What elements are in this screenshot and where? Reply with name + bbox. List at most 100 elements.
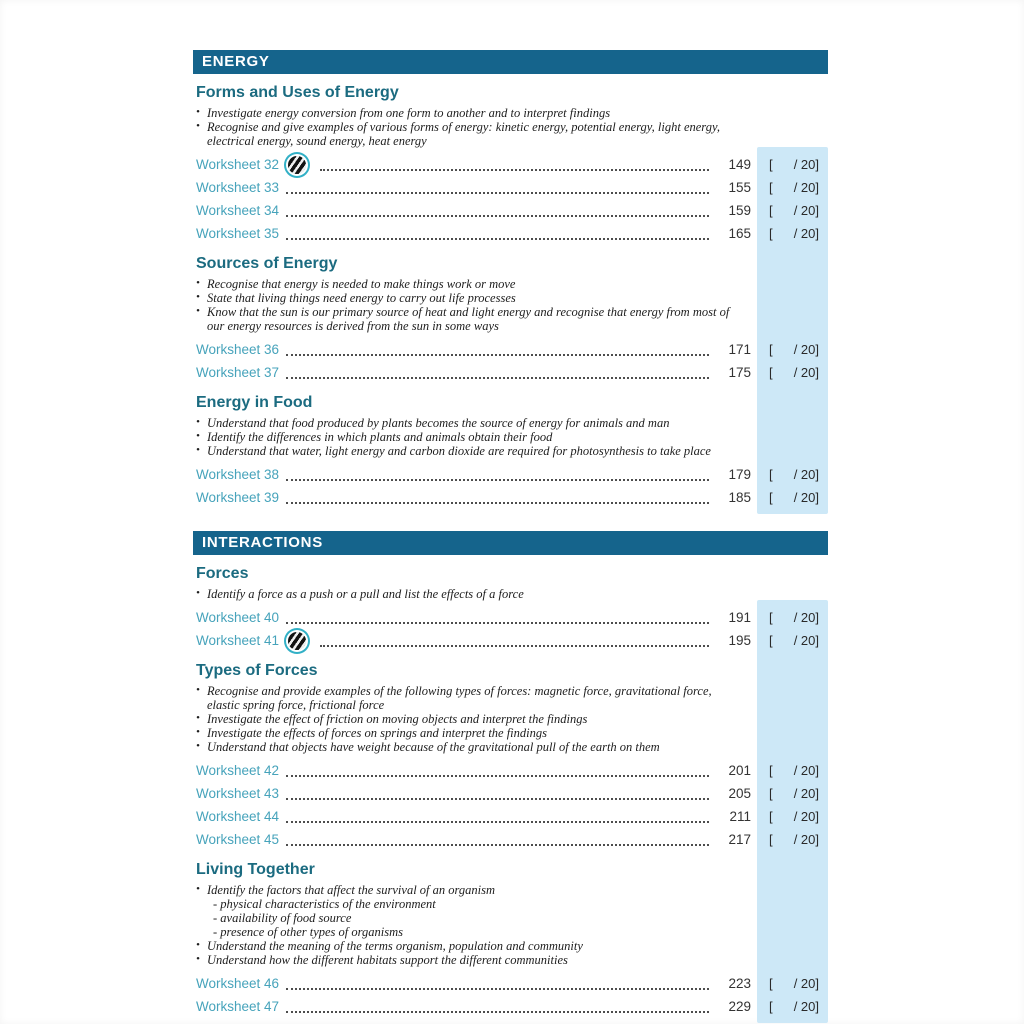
worksheet-badge-icon [288, 631, 307, 650]
score-box: [ / 20] [757, 976, 828, 991]
score-denominator: / 20] [793, 999, 819, 1014]
dotted-leader [320, 168, 709, 171]
worksheet-link[interactable]: Worksheet 44 [196, 809, 280, 824]
page-number: 211 [729, 809, 751, 824]
worksheet-link[interactable]: Worksheet 42 [196, 763, 280, 778]
subsection-energy-in-food: Energy in Food Understand that food prod… [196, 394, 828, 509]
score-column-background [757, 600, 828, 1023]
toc-entry[interactable]: Worksheet 34 159 [ / 20] [196, 199, 828, 222]
score-open-bracket: [ [769, 786, 773, 801]
toc-entry[interactable]: Worksheet 42 201 [ / 20] [196, 759, 828, 782]
worksheet-link[interactable]: Worksheet 38 [196, 467, 280, 482]
score-open-bracket: [ [769, 467, 773, 482]
worksheet-list: Worksheet 40 191 [ / 20] Worksheet 41 [196, 606, 828, 652]
score-denominator: / 20] [793, 180, 819, 195]
worksheet-link[interactable]: Worksheet 34 [196, 203, 280, 218]
score-box: [ / 20] [757, 203, 828, 218]
score-box: [ / 20] [757, 467, 828, 482]
subsection-living-together: Living Together Identify the factors tha… [196, 861, 828, 1018]
objective-list: Identify a force as a push or a pull and… [196, 586, 744, 601]
worksheet-link[interactable]: Worksheet 43 [196, 786, 280, 801]
score-denominator: / 20] [793, 342, 819, 357]
worksheet-list: Worksheet 32 149 [ / 20] Worksheet 33 [196, 153, 828, 245]
score-open-bracket: [ [769, 157, 773, 172]
subsection-forces: Forces Identify a force as a push or a p… [196, 565, 828, 652]
toc-entry[interactable]: Worksheet 33 155 [ / 20] [196, 176, 828, 199]
worksheet-list: Worksheet 36 171 [ / 20] Worksheet 37 17 [196, 338, 828, 384]
score-denominator: / 20] [793, 610, 819, 625]
section-interactions: INTERACTIONS Forces Identify a force as … [193, 531, 828, 1023]
score-open-bracket: [ [769, 633, 773, 648]
score-denominator: / 20] [793, 633, 819, 648]
toc-entry[interactable]: Worksheet 44 211 [ / 20] [196, 805, 828, 828]
worksheet-link[interactable]: Worksheet 47 [196, 999, 280, 1014]
score-open-bracket: [ [769, 365, 773, 380]
toc-entry[interactable]: Worksheet 32 149 [ / 20] [196, 153, 828, 176]
page-number: 201 [728, 763, 751, 778]
worksheet-link[interactable]: Worksheet 40 [196, 610, 280, 625]
toc-entry[interactable]: Worksheet 40 191 [ / 20] [196, 606, 828, 629]
dotted-leader [286, 376, 709, 379]
page-number: 223 [728, 976, 751, 991]
table-of-contents: ENERGY Forms and Uses of Energy Investig… [193, 50, 828, 1024]
toc-entry[interactable]: Worksheet 35 165 [ / 20] [196, 222, 828, 245]
dotted-leader [286, 353, 709, 356]
score-box: [ / 20] [757, 763, 828, 778]
toc-entry[interactable]: Worksheet 39 185 [ / 20] [196, 486, 828, 509]
dotted-leader [286, 987, 709, 990]
section-title: ENERGY [202, 53, 270, 70]
dotted-leader [286, 478, 709, 481]
objective-list: Recognise and provide examples of the fo… [196, 683, 744, 754]
worksheet-list: Worksheet 46 223 [ / 20] Worksheet 47 22 [196, 972, 828, 1018]
dotted-leader [320, 644, 709, 647]
toc-entry[interactable]: Worksheet 37 175 [ / 20] [196, 361, 828, 384]
objective-item: Know that the sun is our primary source … [196, 304, 744, 333]
objective-sub-item: - presence of other types of organisms [213, 925, 404, 939]
section-body: Forces Identify a force as a push or a p… [193, 565, 828, 1023]
subsection-heading: Types of Forces [196, 662, 318, 679]
subsection-heading: Living Together [196, 861, 315, 878]
worksheet-link[interactable]: Worksheet 35 [196, 226, 280, 241]
worksheet-link[interactable]: Worksheet 32 [196, 157, 280, 172]
toc-entry[interactable]: Worksheet 41 195 [ / 20] [196, 629, 828, 652]
score-box: [ / 20] [757, 157, 828, 172]
objective-item: Understand that objects have weight beca… [196, 739, 744, 754]
worksheet-link[interactable]: Worksheet 41 [196, 633, 280, 648]
score-denominator: / 20] [793, 467, 819, 482]
objective-list: Understand that food produced by plants … [196, 415, 744, 458]
worksheet-list: Worksheet 42 201 [ / 20] Worksheet 43 20 [196, 759, 828, 851]
score-open-bracket: [ [769, 832, 773, 847]
subsection-heading: Sources of Energy [196, 255, 338, 272]
toc-entry[interactable]: Worksheet 38 179 [ / 20] [196, 463, 828, 486]
page-number: 191 [728, 610, 751, 625]
section-body: Forms and Uses of Energy Investigate ene… [193, 84, 828, 514]
score-box: [ / 20] [757, 999, 828, 1014]
worksheet-link[interactable]: Worksheet 46 [196, 976, 280, 991]
worksheet-link[interactable]: Worksheet 36 [196, 342, 280, 357]
objective-list: Investigate energy conversion from one f… [196, 105, 744, 148]
objective-item: Identify a force as a push or a pull and… [196, 586, 744, 601]
toc-entry[interactable]: Worksheet 47 229 [ / 20] [196, 995, 828, 1018]
toc-entry[interactable]: Worksheet 45 217 [ / 20] [196, 828, 828, 851]
worksheet-link[interactable]: Worksheet 39 [196, 490, 280, 505]
score-box: [ / 20] [757, 786, 828, 801]
dotted-leader [286, 1010, 709, 1013]
objective-item: Identify the factors that affect the sur… [196, 882, 744, 897]
score-open-bracket: [ [769, 490, 773, 505]
worksheet-link[interactable]: Worksheet 45 [196, 832, 280, 847]
toc-entry[interactable]: Worksheet 46 223 [ / 20] [196, 972, 828, 995]
dotted-leader [286, 501, 709, 504]
objective-item: State that living things need energy to … [196, 290, 744, 305]
score-open-bracket: [ [769, 203, 773, 218]
toc-entry[interactable]: Worksheet 43 205 [ / 20] [196, 782, 828, 805]
worksheet-link[interactable]: Worksheet 37 [196, 365, 280, 380]
objective-sub-item: - availability of food source [213, 911, 352, 925]
objective-item: Understand the meaning of the terms orga… [196, 938, 744, 953]
dotted-leader [286, 820, 709, 823]
worksheet-link[interactable]: Worksheet 33 [196, 180, 280, 195]
worksheet-list: Worksheet 38 179 [ / 20] Worksheet 39 18 [196, 463, 828, 509]
subsection-heading: Forms and Uses of Energy [196, 84, 399, 101]
toc-entry[interactable]: Worksheet 36 171 [ / 20] [196, 338, 828, 361]
page-number: 179 [728, 467, 751, 482]
